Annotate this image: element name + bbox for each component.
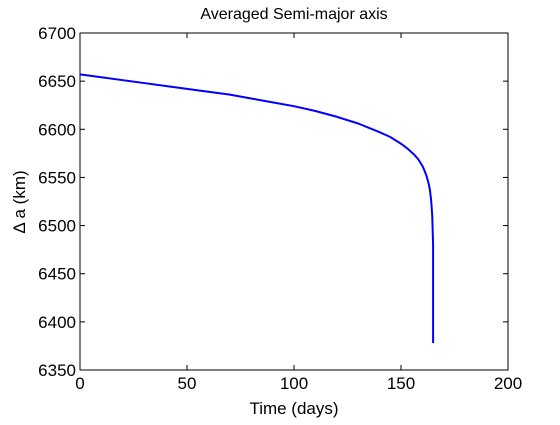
y-tick-label: 6600: [38, 120, 76, 139]
series-line: [79, 73, 435, 344]
y-tick-label: 6400: [38, 313, 76, 332]
chart-title: Averaged Semi-major axis: [200, 6, 387, 23]
y-tick-label: 6550: [38, 168, 76, 187]
y-tick-label: 6650: [38, 72, 76, 91]
y-tick-label: 6350: [38, 361, 76, 380]
y-axis-label: Δ a (km): [10, 170, 29, 233]
plot-area: 0 50 100 150 200 6350 6400 6450 6500 6550 6600 6650…: [38, 24, 522, 393]
y-tick-label: 6500: [38, 217, 76, 236]
x-tick-label: 100: [280, 374, 308, 393]
x-axis-label: Time (days): [249, 399, 338, 418]
x-tick-label: 50: [178, 374, 197, 393]
x-tick-label: 150: [387, 374, 415, 393]
y-tick-label: 6450: [38, 265, 76, 284]
x-tick-label: 200: [494, 374, 522, 393]
y-tick-label: 6700: [38, 24, 76, 43]
x-tick-label: 0: [75, 374, 84, 393]
